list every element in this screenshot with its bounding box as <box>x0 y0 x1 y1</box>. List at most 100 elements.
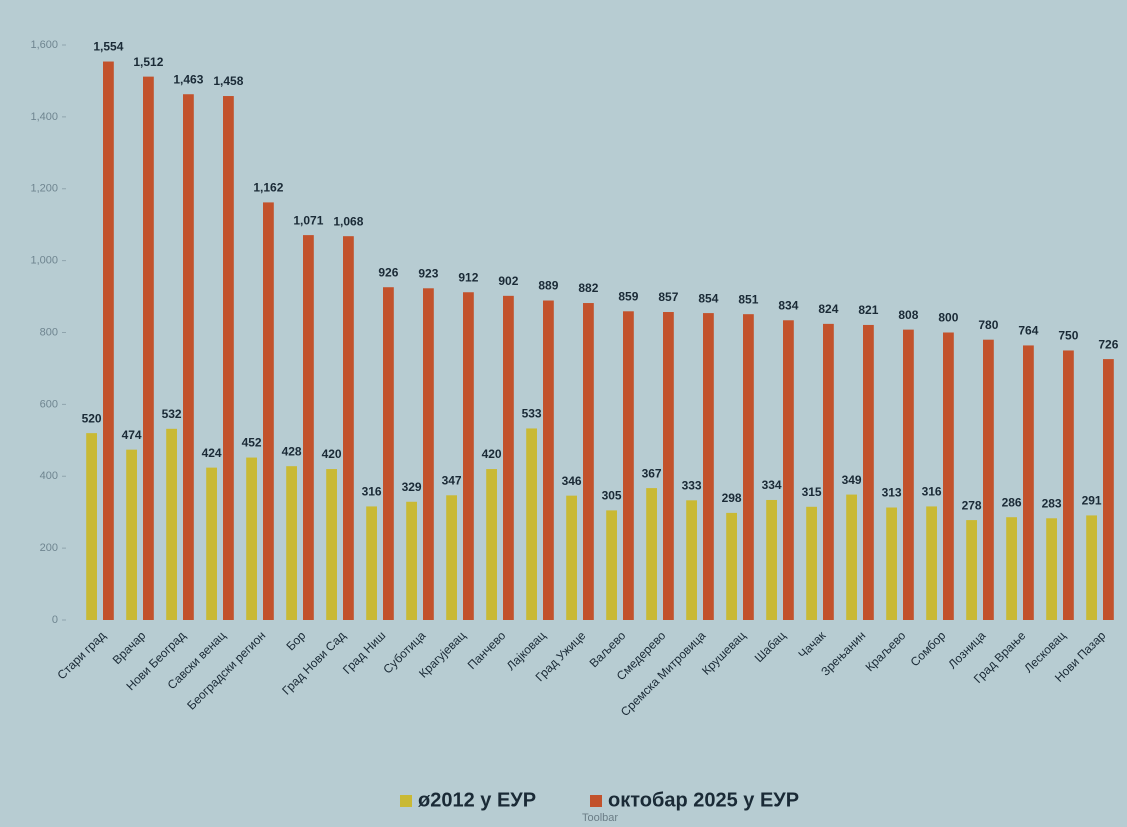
value-label: 367 <box>642 466 662 480</box>
value-label: 532 <box>162 407 182 421</box>
value-label: 313 <box>882 486 902 500</box>
value-label: 1,512 <box>133 55 163 69</box>
bar <box>823 323 834 620</box>
value-label: 316 <box>362 485 382 499</box>
value-label: 800 <box>938 311 958 325</box>
value-label: 286 <box>1002 495 1022 509</box>
value-label: 452 <box>242 436 262 450</box>
value-label: 278 <box>962 498 982 512</box>
bar <box>86 433 97 620</box>
bar <box>463 292 474 620</box>
value-label: 329 <box>402 480 422 494</box>
bar <box>686 500 697 620</box>
bar <box>806 506 817 620</box>
bar <box>103 61 114 620</box>
y-tick-label: 400 <box>40 470 58 482</box>
value-label: 889 <box>538 279 558 293</box>
bar <box>743 314 754 620</box>
legend-label: ø2012 у ЕУР <box>418 789 536 811</box>
value-label: 1,162 <box>253 181 283 195</box>
bar <box>1086 515 1097 620</box>
bar <box>446 495 457 620</box>
value-label: 882 <box>578 281 598 295</box>
bar <box>943 332 954 620</box>
value-label: 808 <box>898 308 918 322</box>
bar <box>966 520 977 620</box>
value-label: 1,458 <box>213 74 243 88</box>
value-label: 291 <box>1082 494 1102 508</box>
bar <box>846 494 857 620</box>
bar <box>246 457 257 620</box>
value-label: 854 <box>698 291 718 305</box>
bar <box>503 295 514 620</box>
y-tick-label: 600 <box>40 398 58 410</box>
bar <box>863 324 874 620</box>
value-label: 726 <box>1098 337 1118 351</box>
bar <box>343 236 354 620</box>
value-label: 424 <box>202 446 222 460</box>
legend-swatch <box>590 795 602 807</box>
bar <box>223 96 234 620</box>
value-label: 346 <box>562 474 582 488</box>
value-label: 420 <box>322 447 342 461</box>
bar <box>263 202 274 620</box>
value-label: 349 <box>842 473 862 487</box>
bar <box>406 501 417 620</box>
bar <box>606 510 617 620</box>
value-label: 857 <box>658 290 678 304</box>
value-label: 1,463 <box>173 72 203 86</box>
bar <box>983 339 994 620</box>
value-label: 750 <box>1058 329 1078 343</box>
value-label: 851 <box>738 292 758 306</box>
value-label: 902 <box>498 274 518 288</box>
bar <box>1046 518 1057 620</box>
value-label: 347 <box>442 473 462 487</box>
value-label: 821 <box>858 303 878 317</box>
value-label: 474 <box>122 428 142 442</box>
bar <box>166 428 177 620</box>
bar <box>926 506 937 620</box>
y-tick-label: 1,600 <box>30 39 58 51</box>
value-label: 824 <box>818 302 838 316</box>
legend-label: октобар 2025 у ЕУР <box>608 789 799 811</box>
value-label: 1,068 <box>333 214 363 228</box>
bar <box>526 428 537 620</box>
value-label: 334 <box>762 478 782 492</box>
bar <box>1103 359 1114 620</box>
bar <box>783 320 794 620</box>
bar <box>326 469 337 620</box>
value-label: 333 <box>682 479 702 493</box>
bar <box>543 300 554 620</box>
y-tick-label: 1,400 <box>30 111 58 123</box>
bar <box>143 76 154 620</box>
bar <box>1023 345 1034 620</box>
value-label: 780 <box>978 318 998 332</box>
y-tick-label: 1,000 <box>30 255 58 267</box>
bar <box>423 288 434 620</box>
value-label: 912 <box>458 270 478 284</box>
value-label: 1,554 <box>93 40 123 54</box>
bar <box>486 469 497 620</box>
value-label: 923 <box>418 266 438 280</box>
bar <box>1063 350 1074 620</box>
bar <box>663 312 674 620</box>
bar <box>703 313 714 620</box>
bar <box>206 467 217 620</box>
value-label: 305 <box>602 489 622 503</box>
bar <box>366 506 377 620</box>
value-label: 533 <box>522 407 542 421</box>
bar <box>766 499 777 620</box>
bar <box>566 495 577 620</box>
bar <box>1006 517 1017 620</box>
y-tick-label: 800 <box>40 326 58 338</box>
value-label: 315 <box>802 485 822 499</box>
value-label: 316 <box>922 485 942 499</box>
value-label: 428 <box>282 444 302 458</box>
bar <box>583 303 594 620</box>
bar <box>383 287 394 620</box>
value-label: 420 <box>482 447 502 461</box>
bar <box>726 512 737 620</box>
bar <box>623 311 634 620</box>
y-tick-label: 200 <box>40 542 58 554</box>
